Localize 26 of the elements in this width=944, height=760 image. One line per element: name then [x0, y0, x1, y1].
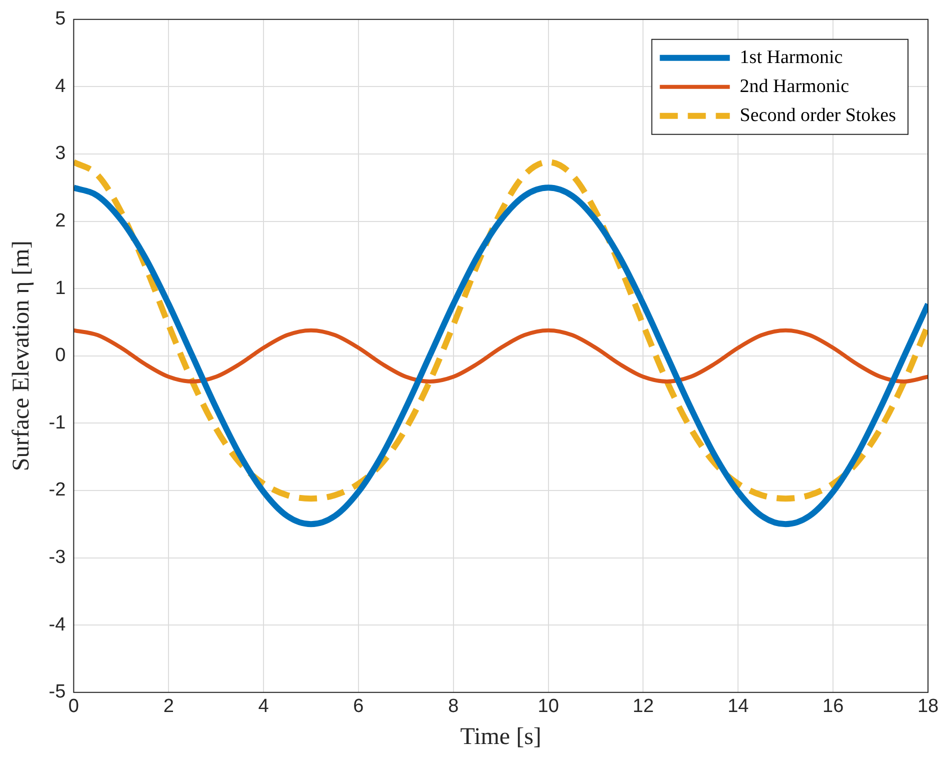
x-tick-label: 14 [728, 696, 750, 718]
x-tick-label: 4 [258, 696, 270, 718]
y-tick-label: 2 [55, 210, 66, 232]
line-series [74, 328, 928, 384]
x-axis-title: Time [s] [460, 724, 542, 750]
legend-label: 1st Harmonic [740, 46, 843, 68]
y-tick-label: -5 [48, 682, 66, 703]
legend-label: Second order Stokes [740, 104, 896, 126]
y-tick-label: 1 [55, 278, 66, 299]
y-tick-label: 0 [55, 345, 66, 366]
y-tick-label: -1 [48, 412, 66, 434]
x-tick-label: 6 [353, 696, 364, 718]
y-tick-label: 5 [55, 8, 66, 30]
x-tick-label: 8 [448, 696, 459, 718]
x-tick-label: 2 [163, 696, 174, 718]
y-tick-label: -4 [48, 614, 66, 636]
x-tick-label: 16 [822, 696, 844, 718]
y-tick-label: 4 [55, 76, 66, 97]
legend-label: 2nd Harmonic [740, 76, 850, 97]
x-tick-label: 18 [917, 696, 939, 718]
y-tick-label: -3 [48, 547, 66, 568]
y-tick-label: -2 [48, 480, 66, 501]
y-tick-label: 3 [55, 143, 66, 164]
y-axis-title: Surface Elevation η [m] [8, 240, 35, 472]
x-tick-label: 10 [538, 696, 559, 718]
x-tick-label: 12 [632, 696, 654, 718]
